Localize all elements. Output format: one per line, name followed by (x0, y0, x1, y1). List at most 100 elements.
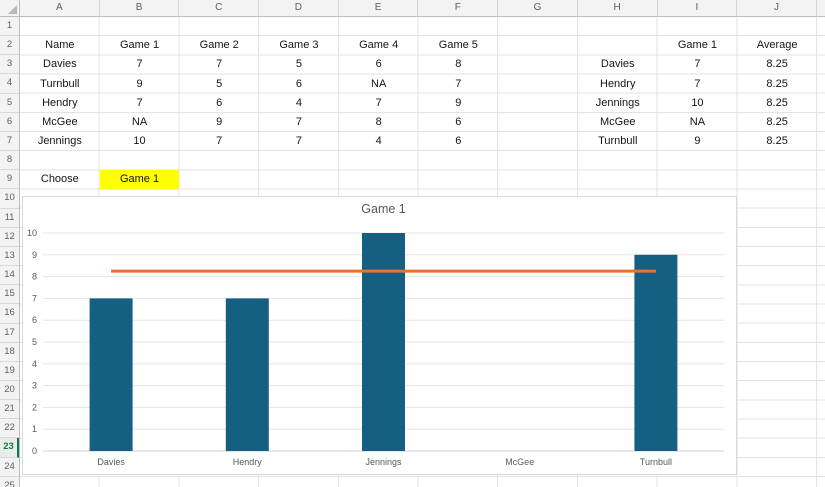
cell-F4[interactable]: 7 (455, 77, 462, 90)
bar-Jennings[interactable] (362, 233, 405, 451)
cell-J2[interactable]: Average (756, 39, 798, 52)
column-header-E[interactable]: E (339, 0, 419, 16)
cell-B4[interactable]: 9 (136, 77, 143, 90)
cell-B9[interactable]: Game 1 (99, 170, 180, 189)
row-header-6[interactable]: 6 (0, 113, 19, 132)
cell-I3[interactable]: 7 (694, 58, 701, 71)
row-header-20[interactable]: 20 (0, 381, 19, 401)
column-header-G[interactable]: G (498, 0, 578, 16)
cell-A9[interactable]: Choose (40, 173, 79, 186)
cell-J4[interactable]: 8.25 (766, 77, 788, 90)
cell-F7[interactable]: 6 (455, 135, 462, 148)
cell-A2[interactable]: Name (45, 39, 75, 52)
cell-J5[interactable]: 8.25 (766, 96, 788, 109)
row-header-8[interactable]: 8 (0, 151, 19, 171)
cell-H4[interactable]: Hendry (600, 77, 636, 90)
cell-C6[interactable]: 9 (216, 115, 223, 128)
cell-H7[interactable]: Turnbull (598, 135, 638, 148)
cell-I5[interactable]: 10 (691, 96, 704, 109)
row-header-9[interactable]: 9 (0, 170, 19, 190)
cell-B6[interactable]: NA (131, 115, 148, 128)
cell-C7[interactable]: 7 (216, 135, 223, 148)
bar-Hendry[interactable] (225, 298, 269, 451)
row-header-14[interactable]: 14 (0, 266, 19, 286)
cell-C5[interactable]: 6 (216, 96, 223, 109)
cell-A4[interactable]: Turnbull (40, 77, 80, 90)
bar-Turnbull[interactable] (634, 254, 678, 451)
row-header-5[interactable]: 5 (0, 94, 19, 113)
row-header-25[interactable]: 25 (0, 477, 19, 487)
cell-F5[interactable]: 9 (455, 96, 462, 109)
cell-D3[interactable]: 5 (295, 58, 302, 71)
row-header-1[interactable]: 1 (0, 17, 19, 37)
row-header-18[interactable]: 18 (0, 343, 19, 362)
row-header-4[interactable]: 4 (0, 74, 19, 94)
cell-D2[interactable]: Game 3 (279, 39, 319, 52)
cell-C2[interactable]: Game 2 (199, 39, 239, 52)
bar-Davies[interactable] (89, 298, 133, 451)
chart[interactable]: 0 1 2 3 4 5 6 7 8 9 10 Davies Hendry Jennings McGee Tur… (22, 196, 737, 475)
column-header-B[interactable]: B (100, 0, 180, 16)
select-all-corner[interactable] (0, 0, 20, 17)
cell-C3[interactable]: 7 (216, 58, 223, 71)
cell-F6[interactable]: 6 (455, 115, 462, 128)
cell-I7[interactable]: 9 (694, 135, 701, 148)
cell-H5[interactable]: Jennings (595, 96, 640, 109)
row-header-12[interactable]: 12 (0, 228, 19, 247)
cell-E3[interactable]: 6 (375, 58, 382, 71)
cell-B2[interactable]: Game 1 (119, 39, 160, 52)
cell-J7[interactable]: 8.25 (766, 135, 788, 148)
cell-A5[interactable]: Hendry (42, 96, 78, 109)
x-axis-category-label: Jennings (365, 457, 402, 467)
row-header-2[interactable]: 2 (0, 36, 19, 56)
cell-D5[interactable]: 4 (295, 96, 302, 109)
column-header-H[interactable]: H (578, 0, 658, 16)
cell-D4[interactable]: 6 (295, 77, 302, 90)
cell-E7[interactable]: 4 (375, 135, 382, 148)
row-header-16[interactable]: 16 (0, 304, 19, 324)
row-header-7[interactable]: 7 (0, 132, 19, 152)
row-header-19[interactable]: 19 (0, 362, 19, 381)
cell-F2[interactable]: Game 5 (438, 39, 478, 52)
cell-A7[interactable]: Jennings (37, 135, 82, 148)
row-header-17[interactable]: 17 (0, 324, 19, 343)
cell-H6[interactable]: McGee (600, 115, 636, 128)
chart-title[interactable]: Game 1 (361, 202, 406, 216)
column-header-A[interactable]: A (20, 0, 100, 16)
row-header-10[interactable]: 10 (0, 189, 19, 209)
cell-E2[interactable]: Game 4 (359, 39, 399, 52)
cell-D6[interactable]: 7 (295, 115, 302, 128)
cell-J3[interactable]: 8.25 (766, 58, 788, 71)
cell-A6[interactable]: McGee (42, 115, 78, 128)
cell-I4[interactable]: 7 (694, 77, 701, 90)
cell-A3[interactable]: Davies (43, 58, 77, 71)
cell-C4[interactable]: 5 (216, 77, 223, 90)
cell-I2[interactable]: Game 1 (677, 39, 717, 52)
row-header-23[interactable]: 23 (0, 438, 19, 458)
cell-B5[interactable]: 7 (136, 96, 143, 109)
row-header-11[interactable]: 11 (0, 209, 19, 228)
row-header-21[interactable]: 21 (0, 400, 19, 420)
column-header-J[interactable]: J (737, 0, 817, 16)
cell-H3[interactable]: Davies (600, 58, 635, 71)
cell-I6[interactable]: NA (689, 115, 706, 128)
cell-J6[interactable]: 8.25 (766, 115, 788, 128)
column-header-I[interactable]: I (658, 0, 738, 16)
column-header-D[interactable]: D (259, 0, 339, 16)
y-axis-tick-label: 4 (32, 359, 37, 369)
cell-F3[interactable]: 8 (455, 58, 462, 71)
row-header-3[interactable]: 3 (0, 55, 19, 75)
cell-E5[interactable]: 7 (375, 96, 382, 109)
cell-B3[interactable]: 7 (136, 58, 143, 71)
cell-E6[interactable]: 8 (375, 115, 382, 128)
cell-D7[interactable]: 7 (295, 135, 302, 148)
row-header-15[interactable]: 15 (0, 285, 19, 305)
cell-E4[interactable]: NA (371, 77, 387, 90)
row-header-13[interactable]: 13 (0, 247, 19, 267)
column-header-C[interactable]: C (179, 0, 260, 16)
row-header-22[interactable]: 22 (0, 419, 19, 439)
column-header-F[interactable]: F (418, 0, 499, 16)
cell-B7[interactable]: 10 (133, 135, 146, 148)
row-header-24[interactable]: 24 (0, 458, 19, 477)
